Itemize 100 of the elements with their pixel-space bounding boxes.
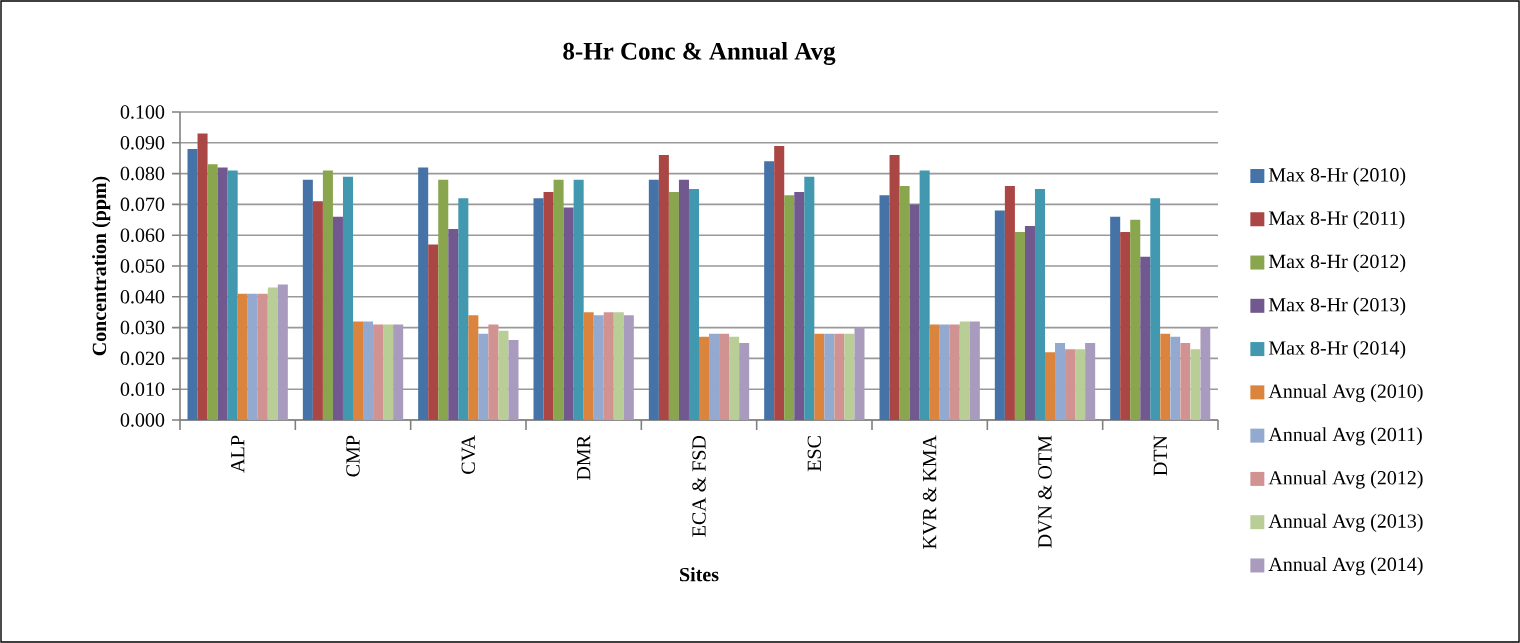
bar: [438, 179, 449, 420]
x-tick-label: DMR: [577, 435, 591, 481]
bar: [247, 293, 258, 420]
x-tick-label: DVN & OTM: [1038, 435, 1052, 548]
bar: [1055, 343, 1066, 420]
bar: [648, 179, 659, 420]
y-tick-label: 0.040: [120, 290, 165, 304]
bar: [583, 312, 594, 420]
bar: [939, 324, 950, 420]
bar: [794, 192, 805, 420]
bar: [1085, 343, 1096, 420]
y-axis-title: Concentration (ppm): [92, 176, 111, 356]
bar: [739, 343, 750, 420]
bar: [393, 324, 404, 420]
y-tick-label: 0.010: [120, 382, 165, 396]
bar: [207, 164, 218, 420]
bar: [187, 148, 198, 420]
bar: [217, 167, 228, 420]
legend-label: Annual Avg (2012): [1268, 470, 1423, 489]
bar: [563, 207, 574, 420]
bar: [1180, 343, 1191, 420]
bar: [1034, 189, 1046, 420]
bar: [508, 339, 519, 420]
bar: [543, 192, 554, 420]
bar: [478, 333, 489, 420]
bar: [854, 327, 865, 420]
bar: [312, 201, 323, 420]
bar: [1045, 352, 1056, 420]
x-tick-label: ALP: [231, 435, 245, 473]
bar: [488, 324, 499, 420]
bar: [1075, 349, 1086, 420]
bar: [949, 324, 960, 420]
legend-label: Annual Avg (2014): [1268, 557, 1423, 576]
y-tick-label: 0.090: [120, 136, 165, 150]
bar: [1170, 336, 1181, 420]
bar: [322, 170, 333, 420]
bar: [1130, 219, 1141, 420]
bar: [1014, 232, 1025, 420]
bar: [302, 179, 313, 420]
bar: [332, 216, 343, 420]
bar: [1150, 198, 1161, 420]
bar: [719, 333, 730, 420]
bar: [658, 155, 669, 420]
legend-label: Max 8-Hr (2014): [1268, 340, 1406, 359]
bar: [784, 195, 795, 420]
bar: [383, 324, 394, 420]
bar: [373, 324, 384, 420]
bar: [1190, 349, 1201, 420]
legend-label: Max 8-Hr (2011): [1268, 210, 1405, 229]
bar: [774, 145, 785, 420]
y-tick-label: 0.050: [120, 259, 165, 273]
bar: [688, 189, 699, 420]
bar: [623, 315, 634, 420]
bar: [468, 315, 479, 420]
bar: [729, 336, 740, 420]
bar: [267, 287, 278, 420]
bar: [929, 324, 940, 420]
bar: [889, 155, 900, 420]
bar: [814, 333, 825, 420]
y-tick-label: 0.080: [120, 166, 165, 181]
bar: [498, 330, 509, 420]
chart-title: 8-Hr Conc & Annual Avg: [563, 42, 836, 65]
bar: [1120, 232, 1131, 420]
bar: [418, 167, 429, 420]
bar: [678, 179, 689, 420]
bar: [227, 170, 238, 420]
bar: [1024, 225, 1035, 420]
x-tick-label: KVR & KMA: [922, 435, 937, 549]
bar: [1200, 327, 1211, 420]
bar: [804, 176, 815, 420]
legend-label: Annual Avg (2011): [1268, 427, 1422, 446]
bar: [573, 179, 584, 420]
bar: [458, 198, 469, 420]
y-tick-label: 0.000: [120, 413, 165, 427]
bar: [593, 315, 604, 420]
bar: [257, 293, 268, 420]
bar: [764, 161, 775, 420]
x-tick-label: ECA & FSD: [692, 435, 706, 537]
bar: [428, 244, 439, 420]
x-tick-label: CVA: [461, 435, 476, 474]
bar: [353, 321, 364, 420]
bar: [613, 312, 624, 420]
bar: [919, 170, 930, 420]
bar: [277, 284, 288, 420]
bar: [824, 333, 835, 420]
bar: [834, 333, 845, 420]
y-tick-label: 0.060: [120, 228, 165, 242]
bar: [709, 333, 720, 420]
bar: [237, 293, 248, 420]
bar: [342, 176, 354, 420]
bar: [699, 336, 710, 420]
legend-label: Max 8-Hr (2013): [1268, 297, 1406, 316]
bar: [1110, 216, 1121, 420]
bar: [959, 321, 970, 420]
x-tick-label: ESC: [807, 436, 822, 472]
y-tick-label: 0.070: [120, 197, 165, 212]
bar: [969, 321, 980, 420]
bar: [1004, 185, 1015, 420]
bar: [909, 204, 920, 420]
legend-label: Annual Avg (2010): [1268, 383, 1423, 403]
